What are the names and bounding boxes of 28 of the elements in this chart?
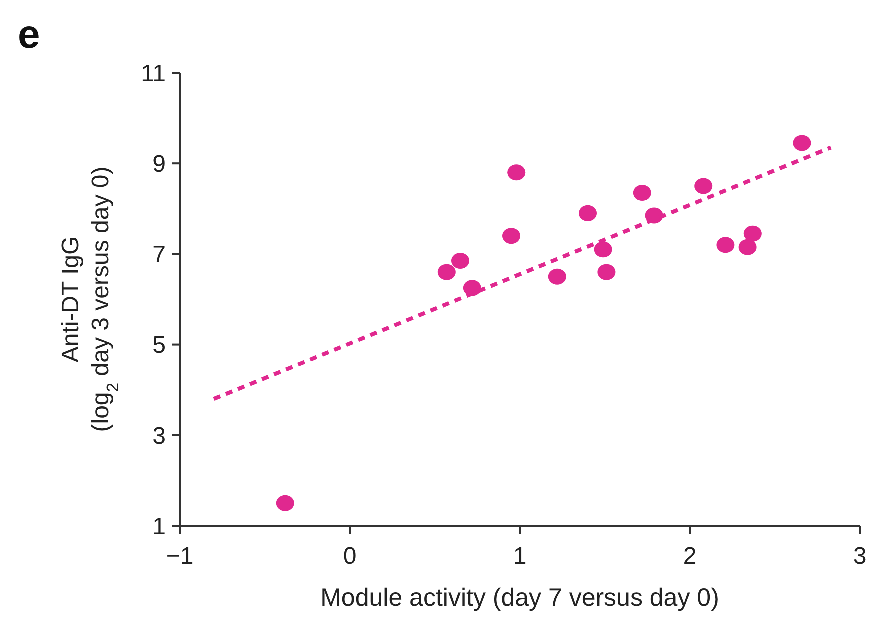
text: e <box>18 13 40 57</box>
x-tick-label: −1 <box>166 543 194 570</box>
x-axis-title: Module activity (day 7 versus day 0) <box>320 584 720 612</box>
point <box>579 205 597 222</box>
y-tick-label: 11 <box>141 60 166 88</box>
point <box>793 135 812 152</box>
y-tick-label: 5 <box>152 332 166 360</box>
y-tick-label: 9 <box>152 151 166 178</box>
point <box>594 242 612 258</box>
y-tick-label: 1 <box>152 513 166 540</box>
point <box>738 239 757 256</box>
point <box>633 185 652 202</box>
point <box>502 228 520 244</box>
x-tick-label: 2 <box>683 543 697 570</box>
point <box>548 268 566 285</box>
x-tick-label: 0 <box>343 543 357 570</box>
point <box>452 252 470 269</box>
x-tick-label: 3 <box>853 543 867 570</box>
point <box>438 264 456 280</box>
point <box>276 495 294 512</box>
point <box>598 264 616 280</box>
point <box>744 226 762 242</box>
y-tick-label: 7 <box>152 242 166 269</box>
point <box>716 237 735 254</box>
point <box>508 164 526 181</box>
y-tick-label: 3 <box>152 422 166 450</box>
point <box>694 178 713 194</box>
x-tick-label: 1 <box>513 543 527 570</box>
